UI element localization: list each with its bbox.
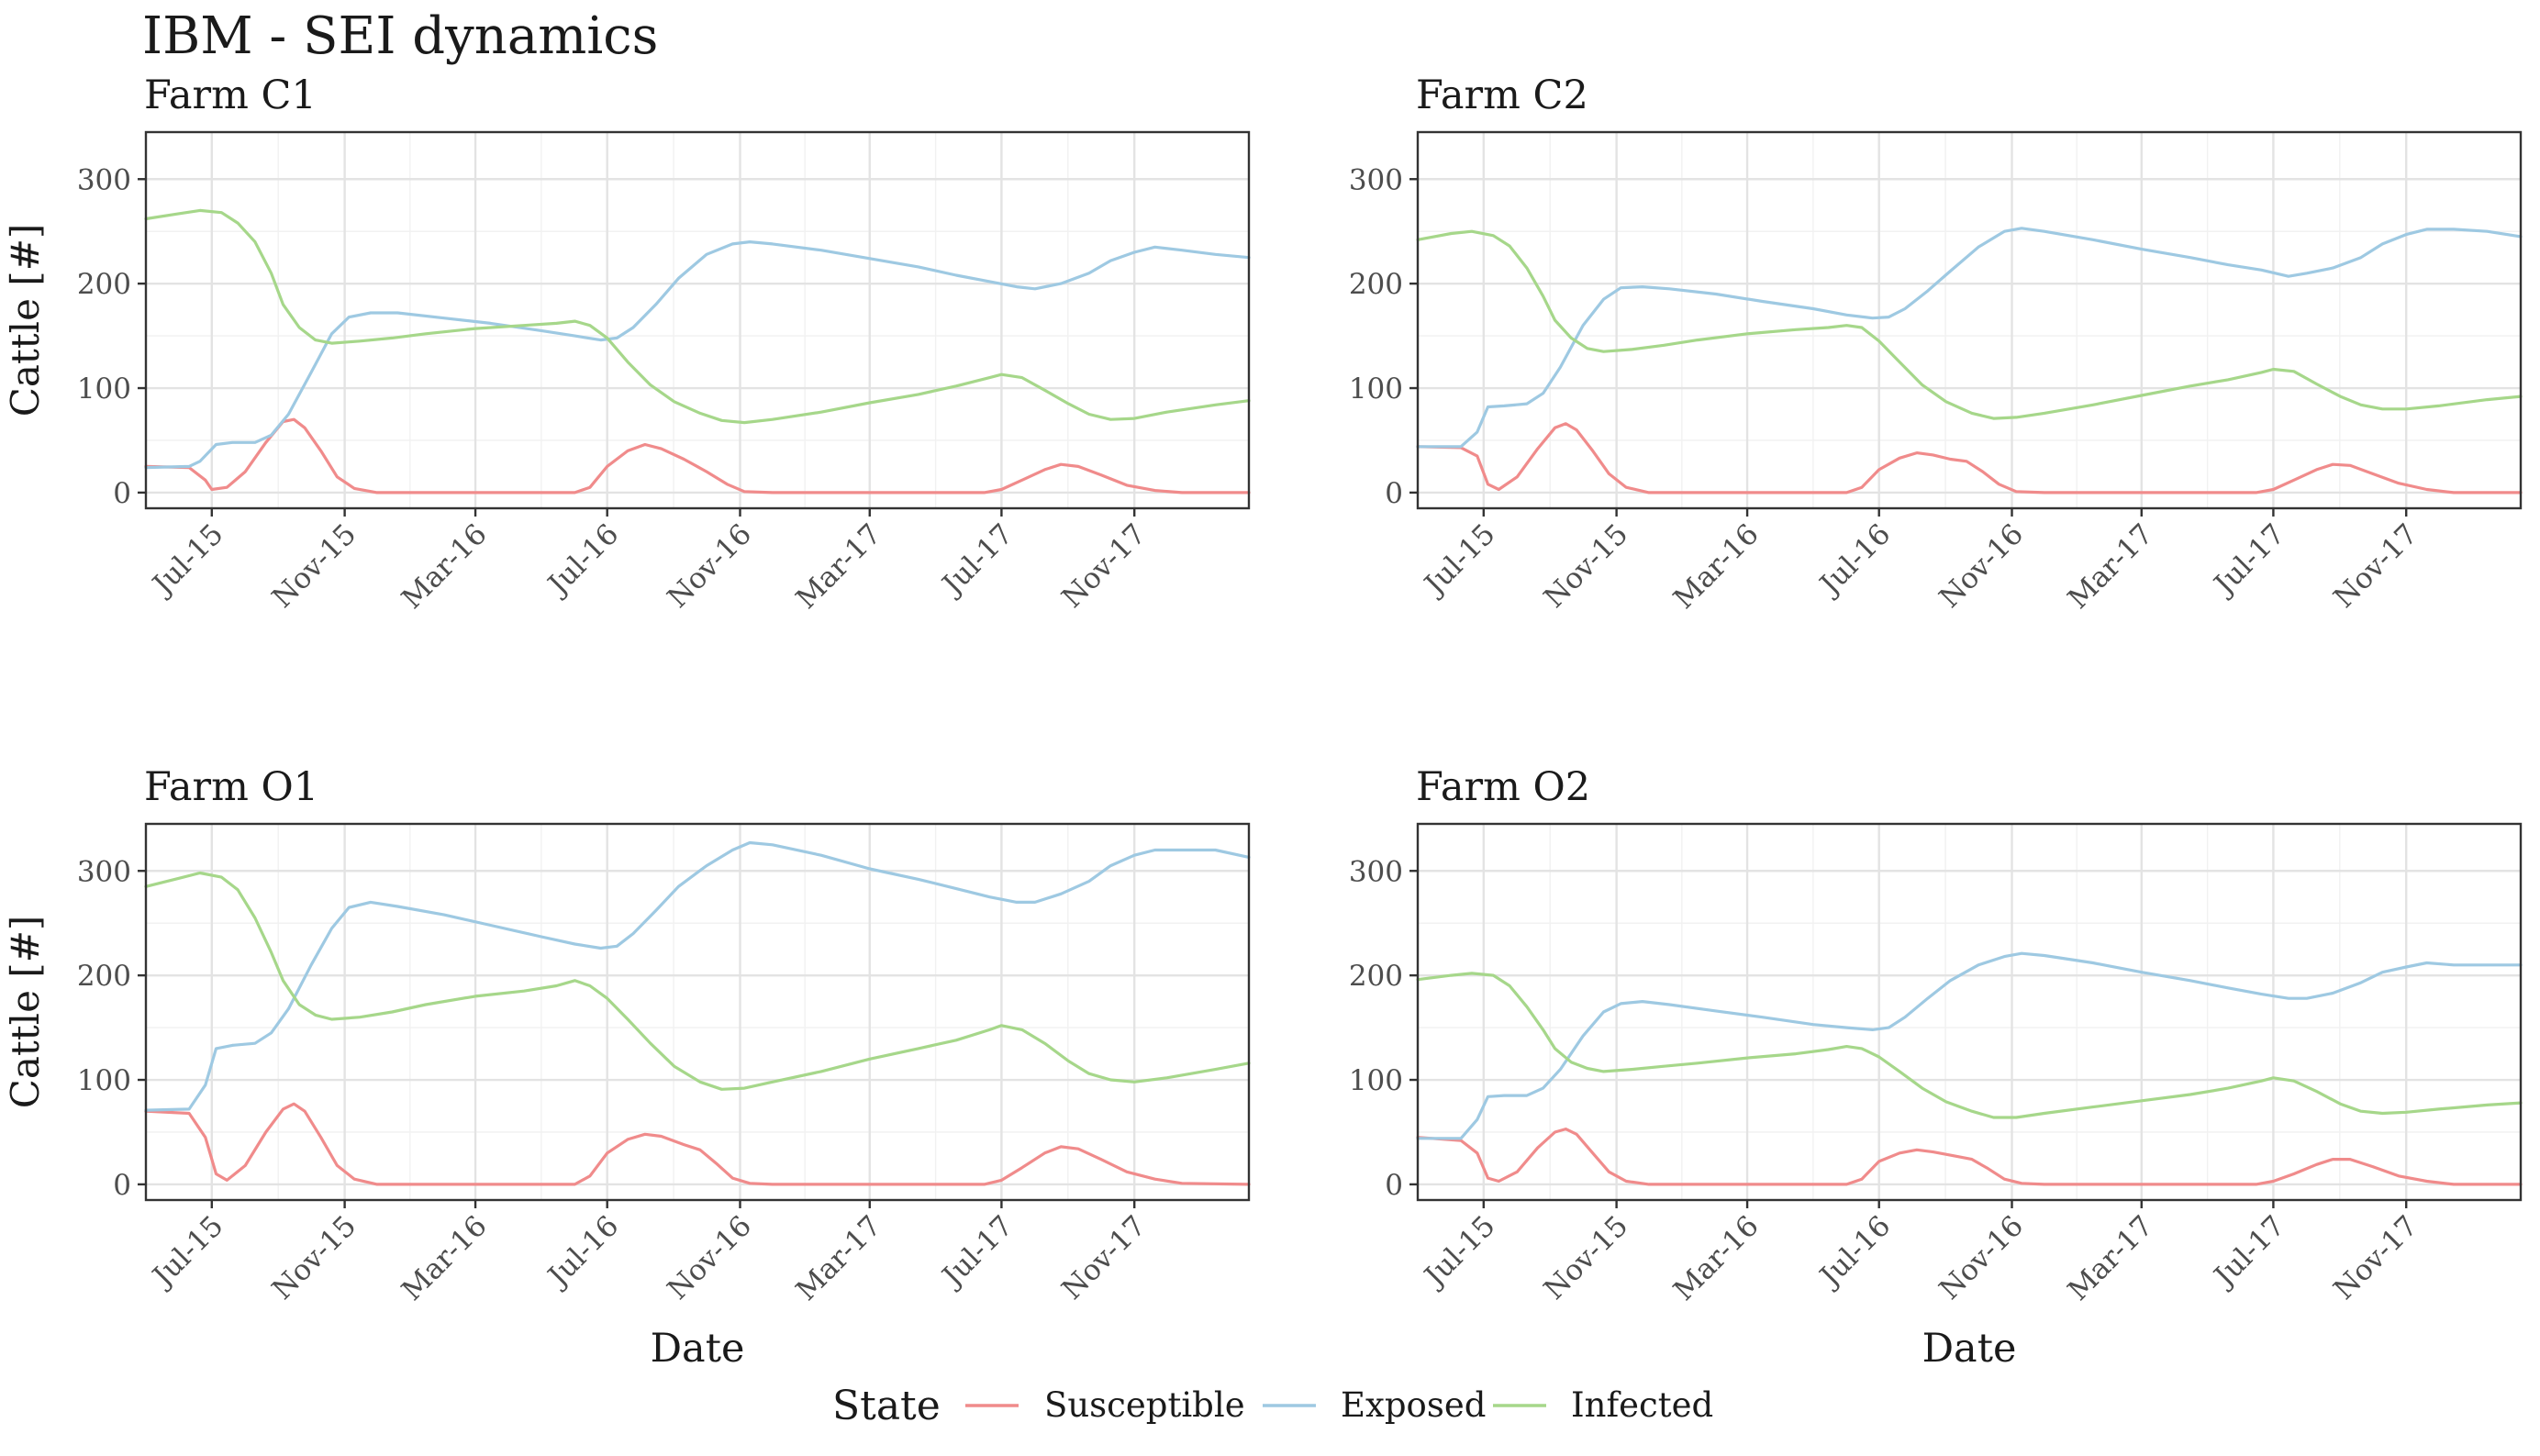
series-line-infected (1416, 229, 2523, 420)
x-tick-label: Mar-17 (2062, 1209, 2160, 1307)
y-tick-label: 200 (1349, 960, 1403, 993)
series-line-susceptible (144, 1102, 1251, 1186)
x-tick-label: Mar-17 (790, 1209, 888, 1307)
x-tick-label: Nov-17 (1055, 517, 1153, 615)
y-tick-label: 0 (1385, 1169, 1403, 1202)
legend-label: Susceptible (1044, 1385, 1245, 1425)
x-tick-label: Nov-15 (266, 517, 363, 615)
x-tick-label: Jul-17 (2206, 517, 2291, 603)
y-tick-label: 100 (77, 1064, 131, 1097)
x-tick-label: Jul-16 (1812, 1209, 1898, 1295)
x-tick-label: Jul-15 (1417, 1209, 1502, 1295)
facet-panel: Farm C1 0 100 200 300 Jul-15 Nov-15 Mar-16 Jul-1… (3, 72, 1251, 616)
x-tick-label: Jul-16 (1812, 517, 1898, 603)
x-tick-label: Mar-16 (395, 1209, 494, 1307)
facet-panel: Farm O1 0 100 200 300 Jul-15 Nov-15 Mar-16 Jul-1… (3, 764, 1251, 1372)
series-line-susceptible (144, 417, 1251, 495)
series-line-susceptible (1416, 1128, 2523, 1186)
plot-background (146, 132, 1249, 508)
x-axis-label: Date (1922, 1326, 2017, 1372)
y-tick-label: 0 (113, 477, 131, 510)
x-tick-label: Mar-17 (790, 517, 888, 616)
y-tick-label: 200 (77, 960, 131, 993)
x-tick-label: Jul-17 (934, 1209, 1019, 1295)
panel-border (144, 822, 1251, 1202)
x-tick-label: Nov-16 (662, 1209, 759, 1306)
plot-background (1418, 824, 2521, 1200)
panel-title: Farm C2 (1416, 72, 1588, 118)
x-tick-label: Nov-15 (266, 1209, 363, 1306)
x-tick-label: Mar-17 (2062, 517, 2160, 616)
x-tick-label: Nov-15 (1538, 517, 1635, 615)
series-line-infected (144, 208, 1251, 425)
panel-border (1416, 822, 2523, 1202)
y-tick-label: 100 (77, 372, 131, 406)
y-tick-label: 200 (77, 268, 131, 301)
legend-label: Infected (1571, 1385, 1713, 1425)
plot-background (1418, 132, 2521, 508)
plot-background (146, 824, 1249, 1200)
x-tick-label: Jul-16 (540, 517, 626, 603)
y-tick-label: 300 (1349, 855, 1403, 888)
y-tick-label: 100 (1349, 372, 1403, 406)
panel-border (1416, 130, 2523, 510)
figure-title: IBM - SEI dynamics (142, 6, 658, 66)
x-tick-label: Nov-15 (1538, 1209, 1635, 1306)
y-tick-label: 300 (1349, 163, 1403, 196)
legend-item: Susceptible (965, 1385, 1245, 1425)
x-tick-label: Mar-16 (1667, 517, 1766, 616)
facet-panel: Farm C2 0 100 200 300 Jul-15 Nov-15 Mar-16 Jul-1… (1349, 72, 2523, 616)
x-tick-label: Mar-16 (395, 517, 494, 616)
series-line-infected (144, 871, 1251, 1091)
x-tick-label: Jul-15 (145, 1209, 230, 1295)
x-tick-label: Nov-17 (2327, 1209, 2424, 1306)
x-tick-label: Jul-15 (1417, 517, 1502, 603)
legend: State Susceptible Exposed Infected (832, 1383, 1713, 1429)
x-axis-label: Date (651, 1326, 745, 1372)
panel-title: Farm C1 (144, 72, 317, 118)
x-tick-label: Jul-16 (540, 1209, 626, 1295)
x-tick-label: Nov-16 (1933, 1209, 2031, 1306)
x-tick-label: Nov-17 (2327, 517, 2424, 615)
panel-title: Farm O1 (144, 764, 318, 810)
panel-border (144, 130, 1251, 510)
y-tick-label: 0 (113, 1169, 131, 1202)
series-line-exposed (1416, 951, 2523, 1140)
legend-label: Exposed (1341, 1385, 1486, 1425)
x-tick-label: Jul-15 (145, 517, 230, 603)
legend-item: Exposed (1263, 1385, 1486, 1425)
y-axis-label: Cattle [#] (3, 916, 48, 1109)
series-line-exposed (1416, 227, 2523, 449)
x-tick-label: Jul-17 (2206, 1209, 2291, 1295)
x-tick-label: Nov-16 (1933, 517, 2031, 615)
panel-title: Farm O2 (1416, 764, 1590, 810)
y-tick-label: 200 (1349, 268, 1403, 301)
facet-panels: Farm C1 0 100 200 300 Jul-15 Nov-15 Mar-16 Jul-1… (3, 72, 2523, 1372)
series-line-infected (1416, 972, 2523, 1119)
series-line-exposed (144, 240, 1251, 470)
x-tick-label: Nov-16 (662, 517, 759, 615)
y-axis-label: Cattle [#] (3, 224, 48, 417)
x-tick-label: Mar-16 (1667, 1209, 1766, 1307)
y-tick-label: 300 (77, 855, 131, 888)
legend-item: Infected (1493, 1385, 1713, 1425)
y-tick-label: 300 (77, 163, 131, 196)
x-tick-label: Jul-17 (934, 517, 1019, 603)
series-line-exposed (144, 840, 1251, 1112)
legend-title: State (832, 1383, 941, 1429)
x-tick-label: Nov-17 (1055, 1209, 1153, 1306)
facet-panel: Farm O2 0 100 200 300 Jul-15 Nov-15 Mar-16 Jul-1… (1349, 764, 2523, 1372)
y-tick-label: 0 (1385, 477, 1403, 510)
y-tick-label: 100 (1349, 1064, 1403, 1097)
series-line-susceptible (1416, 422, 2523, 495)
